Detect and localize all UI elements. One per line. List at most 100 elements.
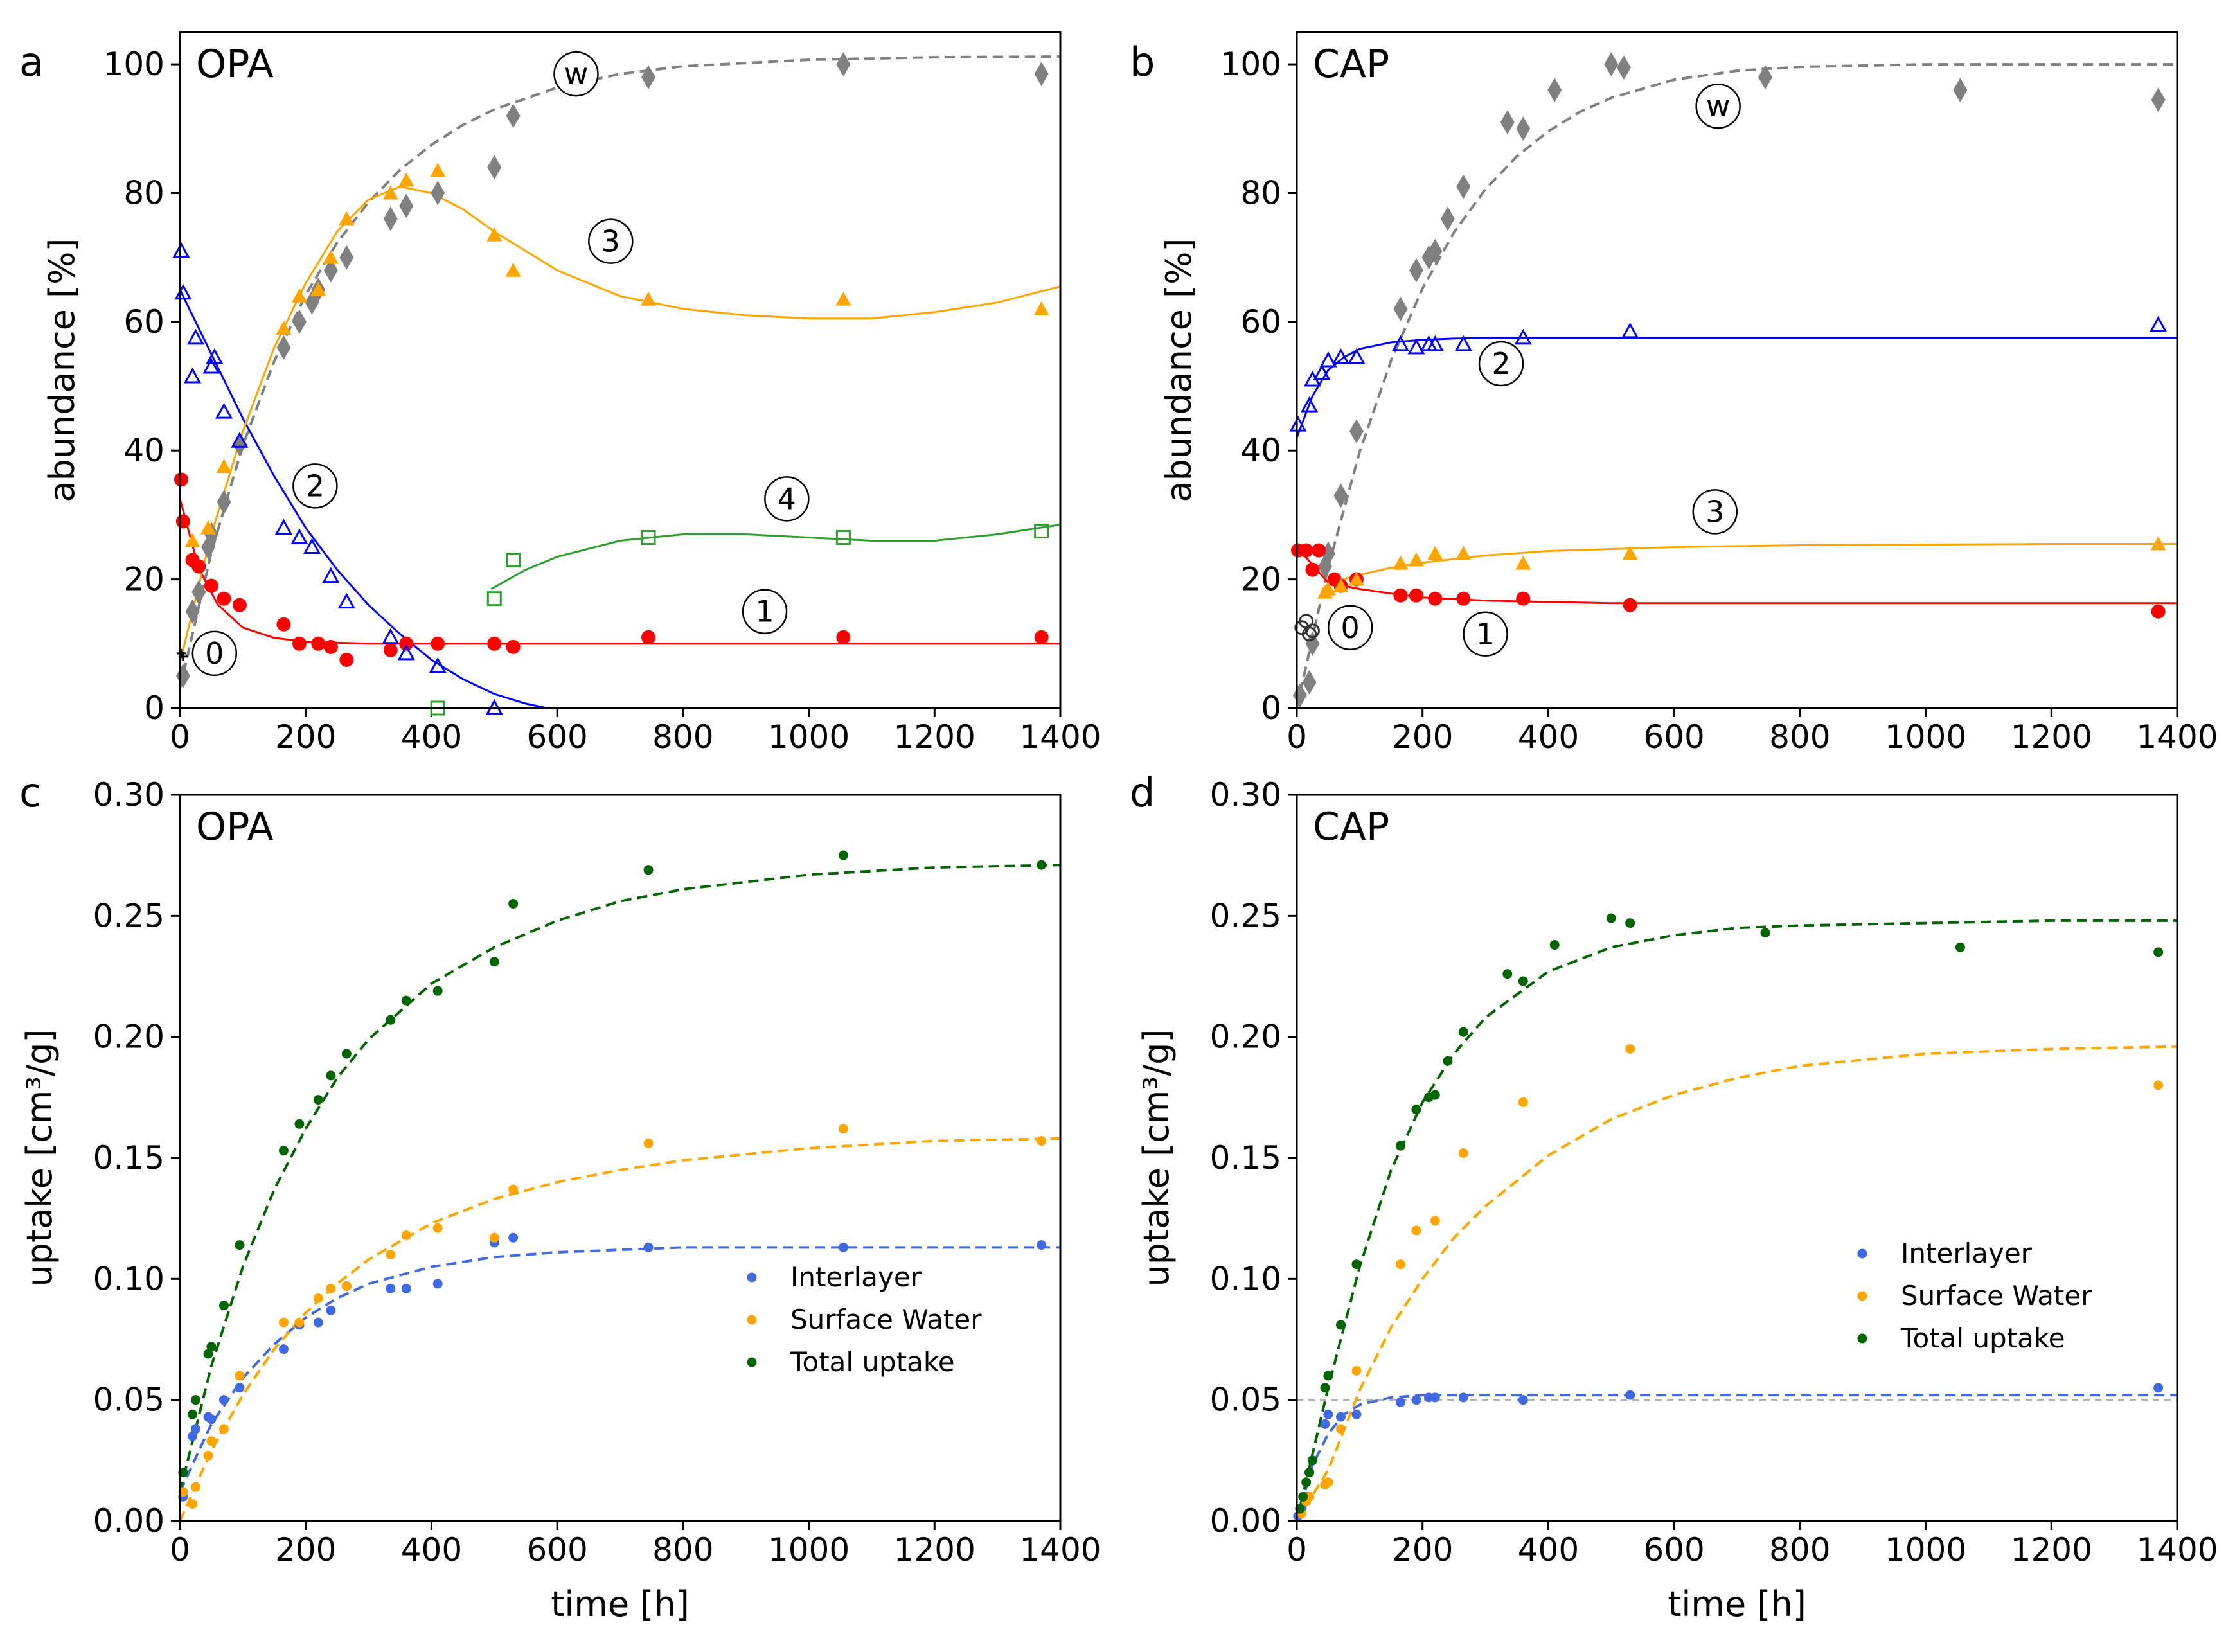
y-tick-label: 0.00 [93, 1502, 165, 1540]
x-tick-label: 800 [1769, 718, 1830, 756]
annotation-circle [742, 589, 788, 634]
data-point-interlayer [1395, 1397, 1405, 1407]
data-point-total [313, 1095, 323, 1105]
data-point-surface [508, 1184, 519, 1195]
data-point-surface [2153, 1080, 2164, 1090]
plot-frame [179, 794, 1062, 1522]
data-point-w [1333, 483, 1348, 508]
data-point-surface [1411, 1225, 1421, 1236]
data-point-total [1301, 1477, 1312, 1488]
panel-title: OPA [196, 42, 274, 87]
data-point-total [1351, 1259, 1362, 1270]
data-point-w [1302, 670, 1317, 695]
data-point-w [431, 181, 445, 206]
series-w [1292, 52, 2166, 707]
series-s3 [1317, 536, 2166, 599]
fit-line-s1 [1297, 546, 2177, 605]
fit-line-surface [180, 1137, 1060, 1521]
panel-letter: c [19, 769, 41, 816]
data-point-s2 [1426, 335, 1444, 351]
data-point-total [188, 1409, 198, 1419]
data-point-total [1304, 1468, 1315, 1478]
data-point-s1 [174, 472, 188, 487]
y-tick-label: 0.15 [1210, 1139, 1281, 1177]
data-point-w [323, 258, 338, 283]
data-point-interlayer [1320, 1419, 1330, 1429]
data-point-s2 [290, 528, 308, 544]
data-point-s1 [292, 636, 307, 651]
data-point-s1 [641, 630, 656, 644]
data-point-interlayer [206, 1414, 217, 1425]
annotation-circle [1327, 605, 1373, 651]
data-point-s1 [311, 636, 326, 651]
data-point-s1 [506, 639, 521, 654]
y-tick-label: 0.05 [93, 1381, 165, 1419]
x-tick-label: 200 [275, 1531, 336, 1568]
data-point-surface [401, 1230, 411, 1241]
y-tick-label: 0.20 [93, 1018, 165, 1056]
data-point-interlayer [838, 1242, 848, 1252]
data-point-interlayer [188, 1431, 198, 1441]
series-s2 [172, 242, 503, 715]
data-point-w [191, 580, 206, 605]
data-point-interlayer [1323, 1409, 1333, 1419]
data-point-w [1758, 65, 1773, 90]
data-point-total [1323, 1371, 1333, 1381]
data-point-total [203, 1349, 213, 1359]
data-point-s3 [276, 320, 292, 335]
y-tick-label: 0.05 [1210, 1381, 1281, 1419]
data-point-s3 [1515, 555, 1531, 570]
data-point-surface [1037, 1136, 1047, 1146]
data-point-s4 [506, 553, 521, 568]
data-point-surface [1351, 1365, 1362, 1376]
data-point-interlayer [1037, 1240, 1047, 1250]
data-point-s3 [184, 533, 200, 547]
y-tick-label: 60 [123, 303, 165, 341]
data-point-interlayer [508, 1232, 519, 1243]
data-point-w [1616, 55, 1631, 80]
fit-line-s4 [490, 524, 1060, 590]
data-point-s2 [1514, 328, 1532, 345]
data-point-interlayer [235, 1383, 245, 1393]
data-point-s3 [1333, 578, 1349, 592]
data-point-w [2151, 87, 2166, 112]
data-point-s1 [1409, 588, 1423, 603]
data-point-total [278, 1146, 289, 1156]
data-point-s3 [1427, 546, 1443, 560]
data-point-w [641, 65, 656, 90]
annotation-circle [1695, 83, 1741, 129]
x-tick-label: 1000 [1885, 718, 1966, 756]
data-point-w [1500, 110, 1515, 135]
annotation-label: 4 [778, 481, 796, 516]
data-point-w [1953, 78, 1968, 103]
data-point-s2 [1391, 335, 1410, 351]
y-tick-label: 100 [1220, 46, 1281, 83]
data-point-total [432, 986, 443, 996]
data-point-w [1428, 238, 1443, 263]
data-point-total [643, 865, 654, 875]
data-point-total [1549, 940, 1560, 950]
data-point-s3 [1393, 555, 1409, 570]
x-tick-label: 400 [401, 1531, 462, 1568]
data-point-total [401, 995, 411, 1006]
data-point-surface [1430, 1216, 1440, 1226]
data-point-s2 [1454, 335, 1472, 351]
data-point-total [206, 1342, 217, 1352]
x-tick-label: 800 [652, 1531, 713, 1568]
data-point-s2 [1331, 348, 1350, 364]
y-tick-label: 60 [1240, 303, 1281, 341]
data-point-interlayer [1458, 1392, 1468, 1403]
y-axis-label: uptake [cm³/g] [1136, 1029, 1177, 1286]
panel-title: CAP [1313, 42, 1389, 87]
data-point-w [1547, 78, 1562, 103]
data-point-s1 [431, 636, 445, 651]
x-axis-label: time [h] [551, 1584, 690, 1624]
data-point-s1 [339, 652, 354, 667]
data-point-s2 [186, 328, 205, 345]
data-point-total [1518, 976, 1528, 986]
data-point-s2 [382, 628, 400, 644]
x-tick-label: 1200 [894, 718, 975, 756]
fit-line-interlayer [1297, 1394, 2177, 1521]
x-tick-label: 800 [1769, 1531, 1830, 1568]
